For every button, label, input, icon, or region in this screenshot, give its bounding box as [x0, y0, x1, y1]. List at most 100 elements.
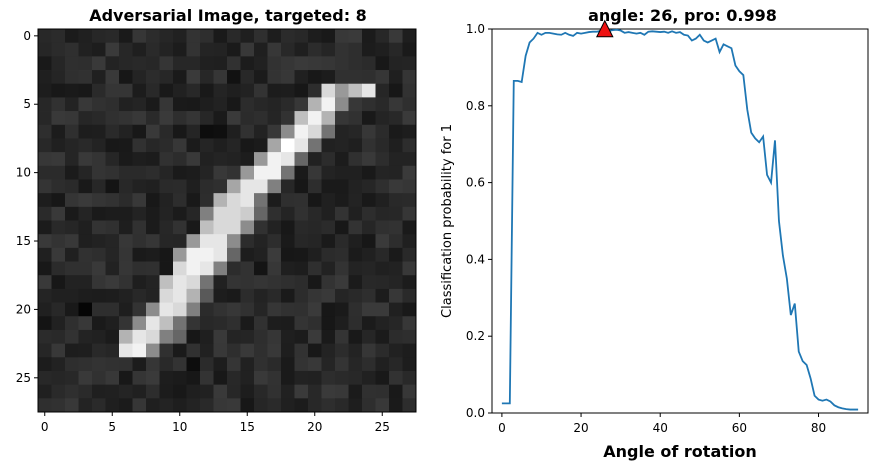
heatmap-cell: [38, 220, 52, 235]
heatmap-cell: [240, 138, 255, 153]
heatmap-cell: [389, 329, 403, 345]
heatmap-y-tick-label: 10: [16, 166, 31, 180]
heatmap-cell: [173, 261, 187, 276]
heatmap-cell: [173, 97, 187, 112]
heatmap-cell: [92, 398, 106, 413]
heatmap-cell: [119, 138, 133, 153]
rotation-probability-chart: 0.0 0.2 0.4 0.6 0.8 1.0 0 20 40 60 80 Classificat…: [440, 19, 869, 461]
heatmap-cell: [294, 152, 309, 167]
heatmap-cell: [281, 70, 295, 85]
heatmap-cell: [389, 179, 403, 194]
heatmap-cell: [200, 343, 214, 358]
line-x-ticks: 0 20 40 60 80: [498, 413, 826, 435]
heatmap-cell: [254, 275, 268, 290]
heatmap-cell: [51, 302, 66, 317]
heatmap-cell: [389, 316, 403, 331]
heatmap-cell: [402, 329, 417, 345]
heatmap-cell: [92, 206, 106, 221]
heatmap-cell: [38, 138, 52, 153]
heatmap-cell: [146, 70, 160, 85]
heatmap-cell: [173, 138, 187, 153]
heatmap-cell: [159, 70, 174, 85]
heatmap-cell: [105, 206, 120, 221]
heatmap-cell: [213, 247, 228, 262]
heatmap-y-tick-label: 15: [16, 234, 31, 248]
heatmap-cell: [119, 343, 133, 358]
heatmap-cell: [348, 138, 363, 153]
heatmap-cell: [78, 275, 93, 290]
heatmap-cell: [78, 343, 93, 358]
heatmap-cell: [362, 261, 376, 276]
heatmap-cell: [186, 329, 201, 345]
heatmap-cell: [402, 398, 417, 413]
heatmap-cell: [362, 111, 376, 126]
heatmap-cell: [402, 288, 417, 303]
heatmap-cell: [186, 56, 201, 71]
heatmap-cell: [389, 83, 403, 98]
heatmap-cell: [105, 234, 120, 249]
heatmap-cell: [38, 179, 52, 194]
heatmap-cell: [65, 329, 79, 345]
heatmap-cell: [92, 179, 106, 194]
heatmap-cell: [105, 316, 120, 331]
heatmap-cell: [159, 220, 174, 235]
heatmap-cell: [213, 124, 228, 139]
heatmap-cell: [186, 288, 201, 303]
heatmap-cell: [38, 193, 52, 208]
heatmap-cell: [38, 398, 52, 413]
heatmap-cell: [119, 124, 133, 139]
heatmap-cell: [38, 329, 52, 345]
heatmap-cell: [92, 152, 106, 167]
heatmap-cell: [348, 56, 363, 71]
heatmap-cell: [78, 42, 93, 57]
heatmap-cell: [362, 275, 376, 290]
heatmap-cell: [267, 302, 282, 317]
heatmap-cell: [119, 206, 133, 221]
heatmap-cell: [335, 329, 349, 345]
heatmap-cell: [186, 83, 201, 98]
heatmap-cell: [159, 384, 174, 399]
heatmap-cell: [375, 97, 390, 112]
heatmap-cell: [146, 261, 160, 276]
heatmap-cell: [65, 302, 79, 317]
heatmap-cell: [362, 288, 376, 303]
heatmap-cell: [308, 275, 322, 290]
heatmap-cell: [362, 179, 376, 194]
heatmap-cell: [51, 398, 66, 413]
heatmap-cell: [375, 70, 390, 85]
heatmap-cell: [254, 179, 268, 194]
heatmap-cell: [240, 329, 255, 345]
heatmap-cell: [362, 83, 376, 98]
heatmap-cell: [321, 97, 336, 112]
heatmap-cell: [254, 97, 268, 112]
heatmap-cell: [51, 357, 66, 372]
heatmap-cell: [308, 398, 322, 413]
heatmap-cell: [186, 97, 201, 112]
heatmap-cell: [132, 124, 147, 139]
heatmap-cell: [105, 288, 120, 303]
heatmap-y-tick-label: 0: [23, 29, 31, 43]
heatmap-cell: [389, 370, 403, 386]
heatmap-cell: [51, 111, 66, 126]
heatmap-cell: [146, 247, 160, 262]
heatmap-cell: [321, 357, 336, 372]
heatmap-cell: [267, 179, 282, 194]
heatmap-cell: [308, 193, 322, 208]
heatmap-cell: [227, 329, 241, 345]
heatmap-cell: [132, 70, 147, 85]
heatmap-cell: [38, 357, 52, 372]
heatmap-cell: [92, 384, 106, 399]
heatmap-cell: [267, 370, 282, 386]
heatmap-cell: [348, 398, 363, 413]
heatmap-cell: [119, 384, 133, 399]
heatmap-cell: [362, 206, 376, 221]
heatmap-cell: [65, 124, 79, 139]
heatmap-cell: [335, 288, 349, 303]
heatmap-cell: [227, 70, 241, 85]
heatmap-cell: [38, 247, 52, 262]
heatmap-cell: [362, 329, 376, 345]
heatmap-cell: [92, 329, 106, 345]
heatmap-cell: [294, 193, 309, 208]
heatmap-cell: [38, 343, 52, 358]
heatmap-cell: [173, 247, 187, 262]
